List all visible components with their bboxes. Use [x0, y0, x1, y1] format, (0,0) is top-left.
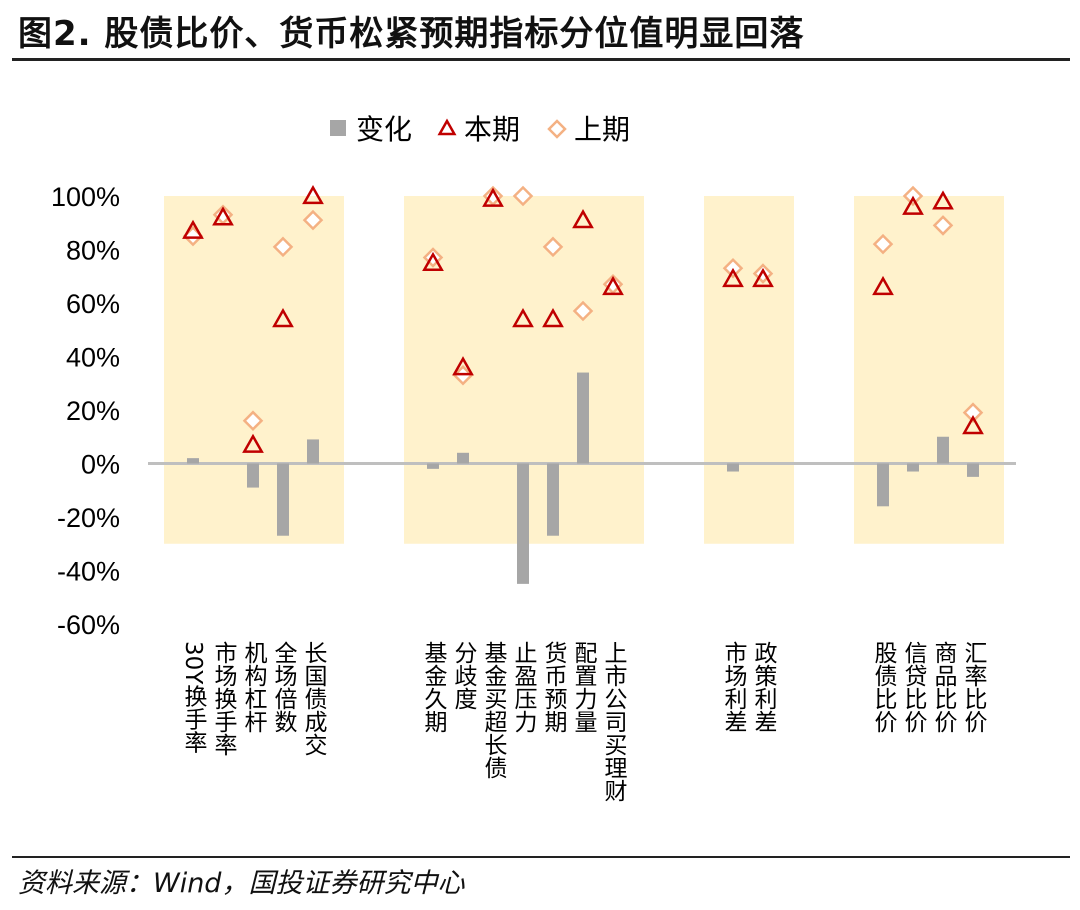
current-marker: [542, 308, 564, 328]
change-bar: [187, 458, 199, 464]
current-marker: [902, 195, 924, 215]
y-tick-label: 20%: [66, 396, 120, 426]
x-category-label: 长国债成交: [300, 641, 328, 756]
current-marker: [602, 275, 624, 296]
legend-change-swatch: [330, 120, 346, 136]
previous-marker: [962, 402, 984, 423]
previous-marker: [872, 233, 894, 255]
x-category-label: 止盈压力: [510, 641, 538, 733]
change-bars: [187, 372, 979, 584]
x-category-label: 市场利差: [720, 641, 748, 733]
change-bar: [427, 463, 439, 469]
current-marker: [182, 219, 204, 239]
y-tick-label: -40%: [57, 557, 120, 587]
change-bar: [967, 463, 979, 477]
x-category-label: 30Y换手率: [180, 641, 208, 754]
change-bar: [547, 463, 559, 536]
current-markers: [182, 184, 984, 453]
legend-previous-swatch: [547, 119, 567, 139]
legend-current-swatch: [437, 118, 457, 136]
current-marker: [302, 184, 324, 205]
x-category-label: 分歧度: [450, 641, 478, 710]
current-marker: [752, 267, 774, 288]
x-category-label: 市场换手率: [210, 641, 238, 756]
current-marker: [212, 206, 234, 226]
x-category-label: 商品比价: [930, 641, 958, 733]
y-tick-label: -20%: [57, 503, 120, 533]
current-marker: [932, 190, 954, 210]
legend-label: 本期: [464, 113, 520, 146]
x-category-label: 汇率比价: [960, 641, 988, 733]
current-marker: [722, 267, 744, 288]
current-marker: [962, 415, 984, 435]
previous-marker: [272, 236, 294, 258]
change-bar: [877, 463, 889, 507]
previous-marker: [302, 209, 324, 231]
current-marker: [272, 308, 294, 328]
change-bar: [727, 463, 739, 472]
x-category-label: 信贷比价: [900, 641, 928, 733]
current-marker: [242, 433, 264, 453]
previous-marker: [242, 410, 264, 431]
current-marker: [872, 275, 894, 296]
y-tick-label: 0%: [81, 450, 120, 480]
y-axis: 100% 80% 60% 40% 20% 0% -20% -40% -60%: [51, 182, 120, 640]
previous-marker: [542, 236, 564, 258]
y-tick-label: -60%: [57, 610, 120, 640]
x-category-label: 全场倍数: [270, 641, 298, 733]
current-marker: [572, 209, 594, 229]
title-divider: [12, 58, 1070, 61]
legend: 变化 本期 上期: [330, 113, 630, 146]
y-tick-label: 40%: [66, 343, 120, 373]
current-marker: [512, 308, 534, 328]
category-band: [854, 196, 1004, 544]
change-bar: [937, 436, 949, 464]
change-bar: [307, 439, 319, 464]
previous-marker: [572, 300, 594, 322]
source-note: 资料来源：Wind，国投证券研究中心: [18, 868, 465, 899]
x-category-label: 机构杠杆: [240, 641, 268, 733]
change-bar: [457, 452, 469, 464]
x-category-label: 配置力量: [570, 641, 597, 733]
y-tick-label: 60%: [66, 289, 120, 319]
x-category-label: 基金买超长债: [480, 641, 508, 779]
x-category-label: 货币预期: [540, 641, 568, 733]
legend-label: 上期: [574, 113, 630, 146]
category-band: [704, 196, 794, 544]
current-marker: [452, 356, 474, 376]
y-tick-label: 100%: [51, 182, 120, 212]
current-marker: [482, 187, 504, 207]
change-bar: [907, 463, 919, 472]
change-bar: [277, 463, 289, 536]
previous-marker: [932, 215, 954, 236]
previous-marker: [512, 185, 534, 207]
y-tick-label: 80%: [66, 236, 120, 266]
x-category-label: 股债比价: [870, 641, 898, 733]
source-divider: [12, 856, 1070, 858]
current-marker: [422, 251, 444, 272]
x-category-label: 政策利差: [750, 641, 778, 733]
category-band: [164, 196, 344, 544]
x-axis: 30Y换手率 市场换手率 机构杠杆 全场倍数 长国债成交 基金久期 分歧度 基金买超长债 止盈压…: [180, 641, 988, 802]
x-category-label: 基金久期: [420, 641, 448, 733]
chart-title: 图2. 股债比价、货币松紧预期指标分位值明显回落: [18, 14, 805, 54]
legend-label: 变化: [356, 113, 412, 146]
change-bar: [517, 463, 529, 584]
change-bar: [247, 463, 259, 488]
change-bar: [577, 372, 589, 464]
dot-plot-chart: 100% 80% 60% 40% 20% 0% -20% -40% -60% 30Y换手率 市场换…: [51, 113, 1016, 802]
x-category-label: 上市公司买理财: [600, 641, 628, 802]
